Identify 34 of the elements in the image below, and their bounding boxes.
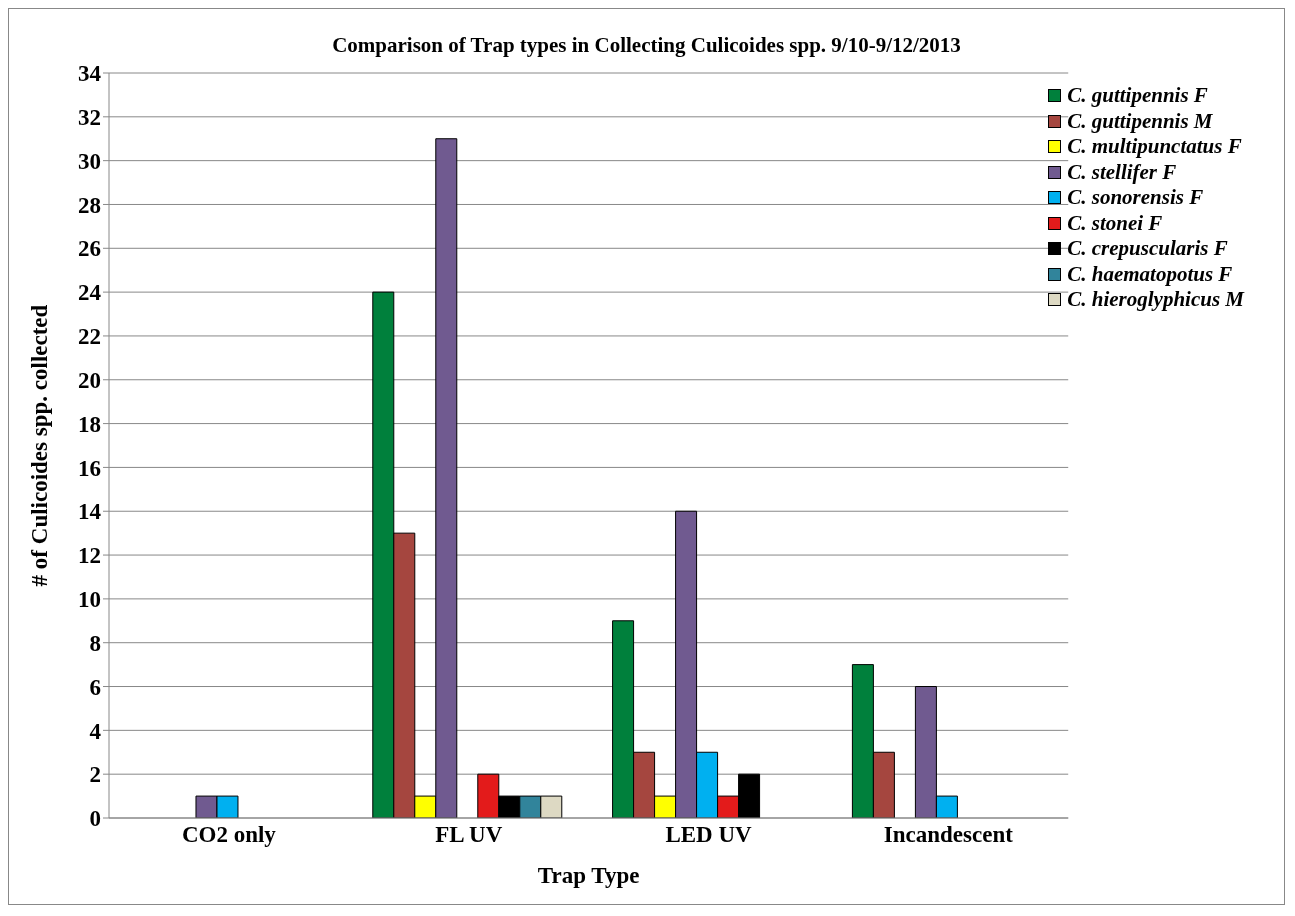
y-tick-label: 24 <box>78 280 102 306</box>
y-axis-title: # of Culicoides spp. collected <box>27 304 53 587</box>
y-tick-label: 30 <box>78 148 101 174</box>
y-tick-label: 32 <box>78 104 101 130</box>
y-tick-label: 28 <box>78 192 101 218</box>
x-axis-title: Trap Type <box>537 863 640 888</box>
y-tick-label: 22 <box>78 324 101 350</box>
x-tick-label: LED UV <box>665 822 753 848</box>
legend-label: C. multipunctatus F <box>1067 134 1242 160</box>
y-tick-label: 10 <box>78 587 101 613</box>
y-tick-label: 14 <box>78 499 102 525</box>
y-tick-label: 26 <box>78 236 101 262</box>
legend-label: C. stellifer F <box>1067 159 1177 185</box>
chart-title: Comparison of Trap types in Collecting Culicoides spp. 9/10-9/12/2013 <box>331 33 962 59</box>
x-tick-label: Incandescent <box>883 822 1014 848</box>
y-tick-label: 16 <box>78 455 101 481</box>
legend-label: C. guttipennis M <box>1067 108 1213 134</box>
legend-label: C. guttipennis F <box>1067 83 1208 109</box>
y-tick-label: 20 <box>78 367 101 393</box>
legend-label: C. sonorensis F <box>1067 185 1204 211</box>
y-tick-label: 0 <box>89 806 101 832</box>
x-tick-label: CO2 only <box>181 822 277 848</box>
y-tick-label: 2 <box>89 762 101 788</box>
x-tick-label: FL UV <box>435 822 503 848</box>
y-tick-label: 6 <box>89 674 101 700</box>
y-tick-label: 4 <box>89 718 102 744</box>
legend-label: C. haematopotus F <box>1067 261 1233 287</box>
y-tick-label: 18 <box>78 411 101 437</box>
y-tick-label: 12 <box>78 543 101 569</box>
y-tick-label: 34 <box>78 61 102 87</box>
legend-label: C. hieroglyphicus M <box>1067 287 1244 313</box>
y-tick-label: 8 <box>89 630 101 656</box>
legend-label: C. crepuscularis F <box>1067 236 1228 262</box>
legend-label: C. stonei F <box>1067 210 1163 236</box>
